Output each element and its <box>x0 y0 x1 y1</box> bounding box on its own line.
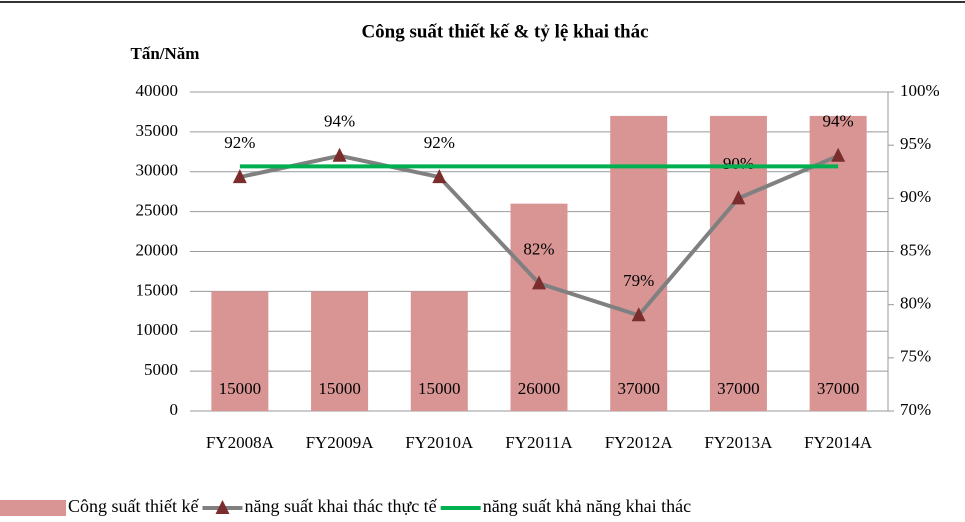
x-tick-label: FY2010A <box>405 433 474 452</box>
legend-label: năng suất khai thác thực tế <box>244 496 437 516</box>
y2-tick-label: 95% <box>900 134 931 153</box>
y-tick-label: 0 <box>170 400 179 419</box>
marker <box>432 169 447 184</box>
x-tick-label: FY2011A <box>505 433 573 452</box>
marker <box>631 307 646 322</box>
y2-tick-label: 90% <box>900 187 931 206</box>
marker <box>831 147 846 162</box>
y-tick-label: 30000 <box>136 161 179 180</box>
line-value-label: 94% <box>823 112 854 131</box>
line-value-label: 90% <box>723 154 754 173</box>
y-tick-label: 40000 <box>136 81 179 100</box>
x-tick-label: FY2013A <box>704 433 773 452</box>
bar-value-label: 15000 <box>418 379 461 398</box>
bar <box>410 291 468 411</box>
marker <box>332 147 347 162</box>
y2-tick-label: 70% <box>900 400 931 419</box>
legend-label: Công suất thiết kế <box>68 496 199 516</box>
x-tick-label: FY2008A <box>206 433 275 452</box>
bar-value-label: 37000 <box>717 379 760 398</box>
chart-title: Công suất thiết kế & tỷ lệ khai thác <box>361 21 648 42</box>
bar <box>311 291 369 411</box>
y2-tick-label: 75% <box>900 347 931 366</box>
bar <box>211 291 269 411</box>
x-tick-label: FY2009A <box>306 433 375 452</box>
bar-value-label: 37000 <box>617 379 660 398</box>
bar <box>610 115 668 412</box>
x-tick-label: FY2012A <box>605 433 674 452</box>
bar-value-label: 15000 <box>219 379 262 398</box>
y-tick-label: 25000 <box>136 201 179 220</box>
y-axis-label: Tấn/Năm <box>131 44 200 63</box>
y-tick-label: 10000 <box>136 320 179 339</box>
marker <box>232 169 247 184</box>
y2-tick-label: 100% <box>900 81 940 100</box>
legend-label: năng suất khả năng khai thác <box>483 496 691 516</box>
line-value-label: 79% <box>623 271 654 290</box>
y-tick-label: 15000 <box>136 280 179 299</box>
line-value-label: 92% <box>424 133 455 152</box>
line-value-label: 82% <box>523 239 554 258</box>
legend-swatch <box>0 500 66 516</box>
marker <box>532 275 546 290</box>
line-value-label: 94% <box>324 112 355 131</box>
y2-tick-label: 85% <box>900 240 931 259</box>
bar-value-label: 26000 <box>518 379 561 398</box>
line-value-label: 92% <box>224 133 255 152</box>
marker <box>731 190 746 205</box>
bar <box>510 203 568 411</box>
y2-tick-label: 80% <box>900 294 931 313</box>
legend-marker <box>215 500 230 514</box>
y-tick-label: 5000 <box>144 360 178 379</box>
bar-value-label: 37000 <box>817 379 860 398</box>
y-tick-label: 20000 <box>136 240 179 259</box>
x-tick-label: FY2014A <box>804 433 873 452</box>
y-tick-label: 35000 <box>136 121 179 140</box>
bar-value-label: 15000 <box>318 379 361 398</box>
